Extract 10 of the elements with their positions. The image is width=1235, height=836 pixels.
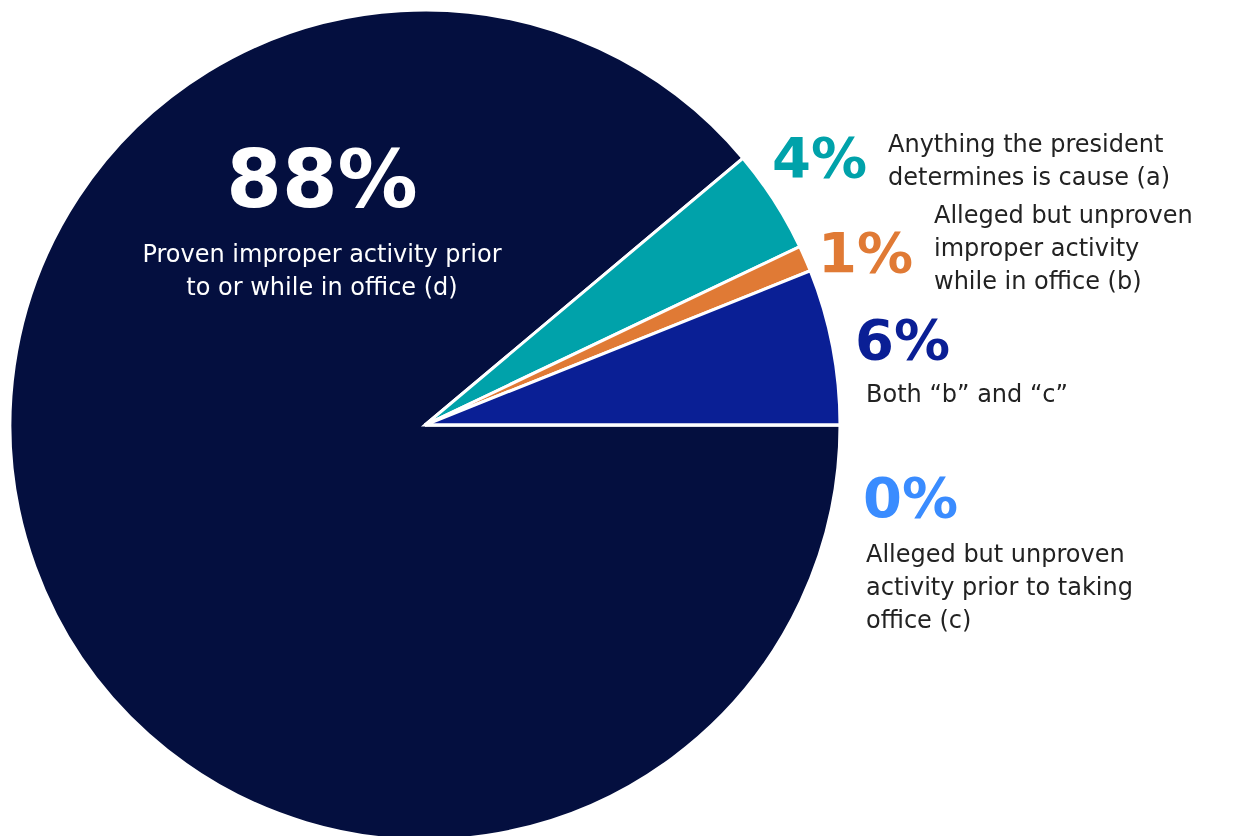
slice-label: Alleged but unproven improper activity while in office (b) [934, 201, 1193, 295]
category-label: Alleged but unproven activity prior to taking office (c) [866, 540, 1133, 634]
slice-label: Anything the president determines is cause (a) [888, 130, 1171, 191]
data-label: 4% [772, 125, 868, 190]
data-label: 1% [818, 220, 914, 285]
data-label: 88% [226, 133, 418, 226]
text: 0% [863, 465, 959, 530]
data-label: 6% [855, 307, 951, 372]
slice-label: Proven improper activity prior to or while in office (d) [142, 240, 502, 301]
slice-label: Both “b” and “c” [866, 380, 1068, 408]
